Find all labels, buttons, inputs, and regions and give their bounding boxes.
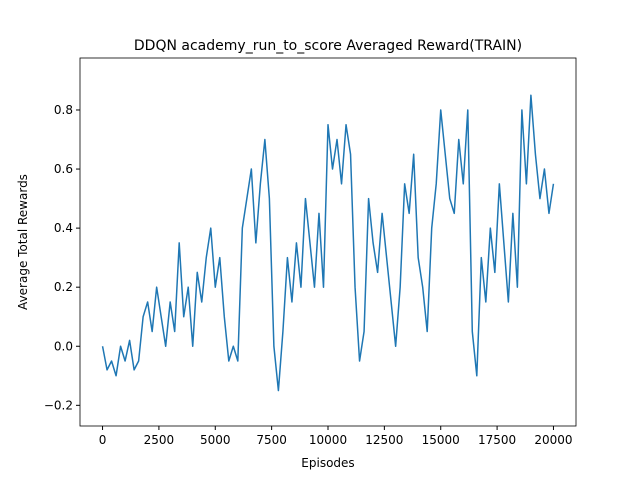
- x-tick-label: 10000: [309, 433, 347, 447]
- plot-frame: [79, 57, 577, 427]
- data-line: [101, 94, 555, 392]
- y-tick-label: 0.8: [54, 103, 73, 117]
- x-tick-label: 12500: [365, 433, 403, 447]
- y-tick-label: 0.6: [54, 162, 73, 176]
- y-tick-label: 0.0: [54, 339, 73, 353]
- y-tick-label: 0.2: [54, 280, 73, 294]
- x-tick-label: 2500: [144, 433, 175, 447]
- x-tick-label: 15000: [422, 433, 460, 447]
- x-tick-label: 7500: [256, 433, 287, 447]
- x-axis-label: Episodes: [301, 456, 354, 470]
- x-tick-label: 5000: [200, 433, 231, 447]
- y-tick-label: −0.2: [44, 398, 73, 412]
- y-tick-label: 0.4: [54, 221, 73, 235]
- x-tick-label: 20000: [534, 433, 572, 447]
- y-axis-label: Average Total Rewards: [16, 174, 30, 310]
- x-tick-label: 17500: [478, 433, 516, 447]
- chart-title: DDQN academy_run_to_score Averaged Rewar…: [134, 38, 522, 54]
- x-tick-label: 0: [99, 433, 107, 447]
